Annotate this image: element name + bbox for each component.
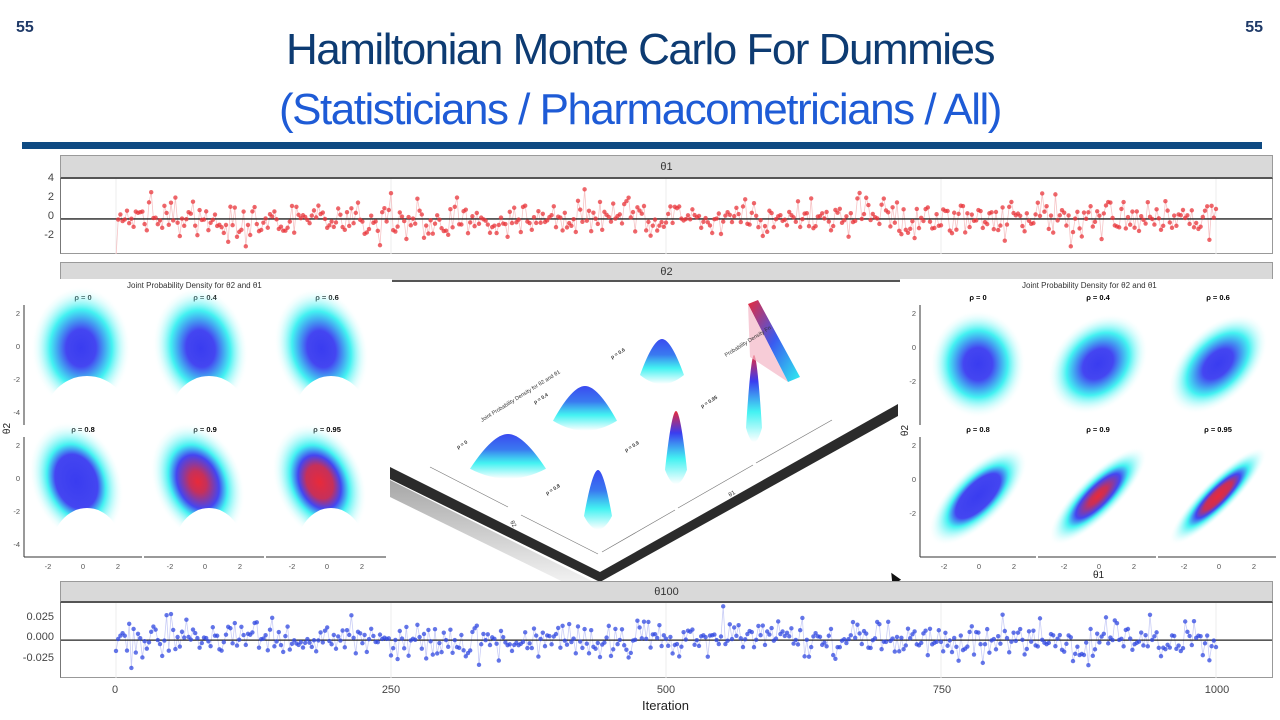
xtick: 250 [381, 684, 401, 696]
svg-text:2: 2 [1012, 562, 1016, 571]
trace-points-theta1 [61, 179, 1272, 254]
svg-text:ρ = 0.95: ρ = 0.95 [1204, 425, 1232, 434]
slide-subtitle: (Statisticians / Pharmacometricians / Al… [279, 85, 1002, 134]
ytick: -2 [44, 229, 54, 241]
svg-text:-2: -2 [909, 377, 916, 386]
svg-text:0: 0 [977, 562, 981, 571]
svg-text:2: 2 [1132, 562, 1136, 571]
svg-text:0: 0 [203, 562, 207, 571]
ytick: 0.025 [26, 611, 54, 623]
svg-text:2: 2 [16, 441, 20, 450]
svg-text:0: 0 [912, 343, 916, 352]
left-density-plot: Joint Probability Density for θ2 and θ1 … [0, 279, 392, 581]
left-density-panels: ρ = 020-2-4ρ = 0.4ρ = 0.6ρ = 0.820-2-4-2… [13, 286, 386, 579]
svg-text:2: 2 [1252, 562, 1256, 571]
svg-text:-2: -2 [289, 562, 296, 571]
svg-text:0: 0 [325, 562, 329, 571]
svg-text:-2: -2 [13, 375, 20, 384]
svg-text:-2: -2 [1181, 562, 1188, 571]
svg-text:2: 2 [116, 562, 120, 571]
right-density-plot: Joint Probability Density for θ2 and θ1 … [900, 279, 1280, 581]
svg-text:θ1: θ1 [728, 490, 737, 499]
svg-text:ρ = 0: ρ = 0 [456, 439, 469, 450]
svg-text:2: 2 [238, 562, 242, 571]
title-divider [22, 142, 1262, 149]
ytick: 4 [47, 172, 54, 184]
trace-points-theta100 [61, 603, 1272, 678]
x-axis-title: Iteration [642, 698, 689, 713]
density-title: Joint Probability Density for θ2 and θ1 [127, 281, 262, 290]
facet-label: θ1 [660, 161, 673, 173]
density-title: Joint Probability Density for θ2 and θ1 [1022, 281, 1157, 290]
svg-text:0: 0 [1217, 562, 1221, 571]
right-density-panels: ρ = 0 2 0 -2 ρ = 0.4 ρ = 0.6 ρ = 0.8 2 0 -2 -2 0 2 ρ … [909, 293, 1276, 571]
xtick: 0 [111, 684, 119, 696]
svg-text:ρ = 0: ρ = 0 [969, 293, 986, 302]
svg-text:ρ = 0.6: ρ = 0.6 [1206, 293, 1230, 302]
facet-label: θ2 [660, 266, 673, 278]
xtick: 1000 [1204, 684, 1230, 696]
facet-label: θ100 [654, 586, 679, 598]
page-number-left: 55 [16, 19, 34, 36]
svg-text:-4: -4 [13, 408, 20, 417]
svg-text:-2: -2 [167, 562, 174, 571]
center-3d-surface: Joint Probability Density for θ2 and θ1ρ… [390, 300, 898, 582]
svg-text:2: 2 [912, 441, 916, 450]
svg-text:2: 2 [360, 562, 364, 571]
svg-text:-2: -2 [909, 509, 916, 518]
slide-title: Hamiltonian Monte Carlo For Dummies [286, 25, 995, 74]
svg-text:0: 0 [16, 474, 20, 483]
svg-text:-2: -2 [13, 507, 20, 516]
xtick: 750 [932, 684, 952, 696]
svg-text:θ2: θ2 [508, 520, 517, 529]
facet-strip-theta1: θ1 [60, 155, 1273, 179]
page-number-right: 55 [1245, 19, 1263, 36]
ytick: 0.000 [26, 631, 54, 643]
svg-text:ρ = 0.9: ρ = 0.9 [1086, 425, 1110, 434]
ytick: 0 [47, 210, 54, 222]
svg-text:ρ = 0.8: ρ = 0.8 [966, 425, 990, 434]
center-3d-plot: Joint Probability Density for θ2 and θ1 ρ… [390, 282, 900, 582]
svg-text:0: 0 [912, 475, 916, 484]
ytick: -0.025 [22, 652, 54, 664]
svg-text:-2: -2 [1061, 562, 1068, 571]
svg-text:0: 0 [81, 562, 85, 571]
svg-text:0: 0 [16, 342, 20, 351]
x-axis-title: θ1 [1093, 570, 1105, 581]
xtick: 500 [656, 684, 676, 696]
svg-text:ρ = 0.4: ρ = 0.4 [1086, 293, 1110, 302]
svg-text:2: 2 [16, 309, 20, 318]
svg-text:0: 0 [1097, 562, 1101, 571]
facet-strip-theta100: θ100 [60, 581, 1273, 603]
svg-text:-2: -2 [45, 562, 52, 571]
facet-strip-theta2: θ2 [60, 262, 1273, 282]
svg-text:-4: -4 [13, 540, 20, 549]
svg-text:2: 2 [912, 309, 916, 318]
svg-text:-2: -2 [941, 562, 948, 571]
ytick: 2 [47, 191, 54, 203]
